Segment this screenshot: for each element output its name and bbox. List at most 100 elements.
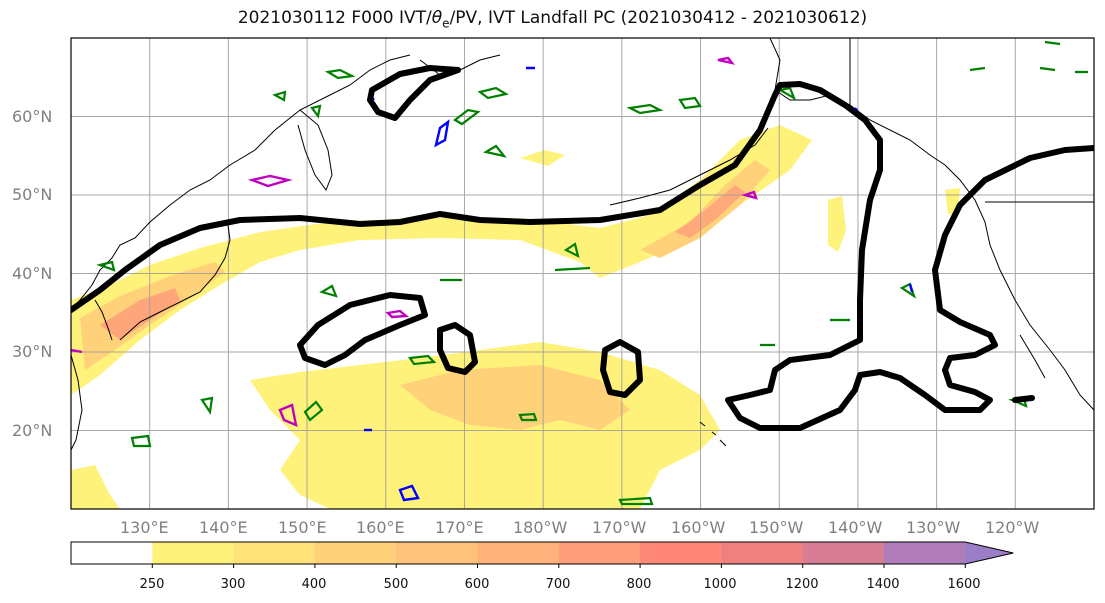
colorbar-segment (152, 542, 235, 564)
ivt-core-ne (675, 185, 745, 238)
ivt-subtropical-400 (400, 365, 630, 430)
green-contour (678, 96, 702, 110)
pv-contour-magenta (278, 403, 298, 427)
green-contour (272, 90, 322, 119)
cb-label: 600 (464, 577, 490, 592)
colorbar-segment (396, 542, 478, 564)
green-contour (776, 86, 797, 101)
lat-label-30: 30°N (12, 342, 53, 361)
colorbar-segment (477, 542, 560, 564)
lon-label-150w: 150°W (749, 518, 804, 537)
ivt-blob-1 (520, 150, 565, 166)
green-contour (96, 260, 116, 272)
pv-contour-magenta (717, 56, 736, 65)
coast-china-south (71, 354, 83, 451)
cb-label: 700 (545, 577, 571, 592)
green-contour (130, 434, 152, 448)
title-theta: θ (431, 8, 443, 28)
lon-label-140w: 140°W (828, 518, 883, 537)
lon-label-140e: 140°E (199, 518, 248, 537)
green-contour (563, 242, 580, 259)
coast-baja (1019, 334, 1046, 379)
lon-label-160w: 160°W (671, 518, 726, 537)
landfall-contour-loop-4 (600, 339, 643, 398)
pv-contour-magenta (247, 174, 293, 188)
landfall-contour-loop-2 (297, 292, 428, 368)
green-contour (408, 354, 437, 366)
ivt-shading (71, 125, 960, 509)
green-contour (200, 396, 214, 416)
colorbar-extend-arrow (965, 542, 1014, 564)
colorbar-segment (314, 542, 397, 564)
gridlines (71, 38, 1094, 509)
coast-korea (94, 299, 113, 341)
colorbar-segment (721, 542, 804, 564)
cb-label: 250 (139, 577, 165, 592)
coast-hawaii (699, 421, 727, 447)
lat-label-40: 40°N (12, 264, 53, 283)
map-frame (70, 37, 1095, 510)
colorbar-segment (71, 542, 153, 564)
ivt-plume-west-250 (71, 125, 812, 395)
cb-label: 1600 (947, 577, 981, 592)
lat-label-50: 50°N (12, 185, 53, 204)
lon-label-180w: 180°W (513, 518, 568, 537)
theta-e-contours (96, 40, 1088, 506)
colorbar-outline (70, 541, 1014, 565)
cb-label: 1200 (785, 577, 819, 592)
landfall-contour-frag (1012, 395, 1035, 403)
title-suffix: /PV, IVT Landfall PC (2021030412 - 20210… (449, 8, 868, 28)
colorbar-segment (802, 542, 885, 564)
lon-label-170e: 170°E (435, 518, 484, 537)
colorbar-segment (884, 542, 966, 564)
green-contour (440, 266, 850, 347)
title-prefix: 2021030112 F000 IVT/ (237, 8, 432, 28)
landfall-contour-loop-3 (437, 322, 478, 375)
lon-label-160e: 160°E (356, 518, 405, 537)
pv-contour-blue (398, 484, 420, 502)
pv-contour-magenta (740, 190, 758, 200)
landfall-contour-main (71, 81, 1094, 431)
lat-label-60: 60°N (12, 107, 53, 126)
pv-contour-blue (434, 119, 450, 148)
cb-label: 1400 (866, 577, 900, 592)
coast-japan (119, 224, 231, 341)
title-theta-sub: e (442, 16, 450, 31)
colorbar-segment (640, 542, 722, 564)
coast-aleutians (609, 127, 769, 206)
green-contour (518, 412, 538, 422)
ivt-plume-ne-400 (640, 160, 770, 258)
colorbar-segment (233, 542, 316, 564)
green-contour (477, 86, 509, 100)
lon-label-120w: 120°W (985, 518, 1040, 537)
colorbar-segment (558, 542, 641, 564)
cb-label: 800 (626, 577, 652, 592)
lon-label-130w: 130°W (906, 518, 961, 537)
green-contour (618, 496, 654, 506)
ivt-blob-2 (828, 196, 846, 252)
cb-label: 400 (301, 577, 327, 592)
ivt-blob-3 (71, 465, 120, 509)
green-contour (969, 40, 1088, 74)
colorbar (70, 541, 1014, 568)
cb-label: 300 (220, 577, 246, 592)
coast-asia-mainland (71, 54, 411, 311)
green-contour (319, 284, 338, 298)
coast-kamchatka (297, 109, 333, 192)
pv-contour-magenta (385, 309, 410, 319)
landfall-pc-contours (71, 65, 1094, 431)
green-contour (453, 108, 481, 126)
green-contour (626, 103, 664, 115)
figure-title: 2021030112 F000 IVT/θe/PV, IVT Landfall … (0, 8, 1105, 30)
ivt-core-west (100, 288, 180, 340)
lon-label-170w: 170°W (592, 518, 647, 537)
landfall-contour-loop-1 (367, 65, 461, 121)
lon-label-130e: 130°E (120, 518, 169, 537)
green-contour (324, 68, 356, 80)
pv-contour-magenta (71, 348, 83, 354)
lat-label-20: 20°N (12, 421, 53, 440)
green-contour (303, 400, 324, 422)
lon-label-150e: 150°E (278, 518, 327, 537)
cb-label: 1000 (703, 577, 737, 592)
